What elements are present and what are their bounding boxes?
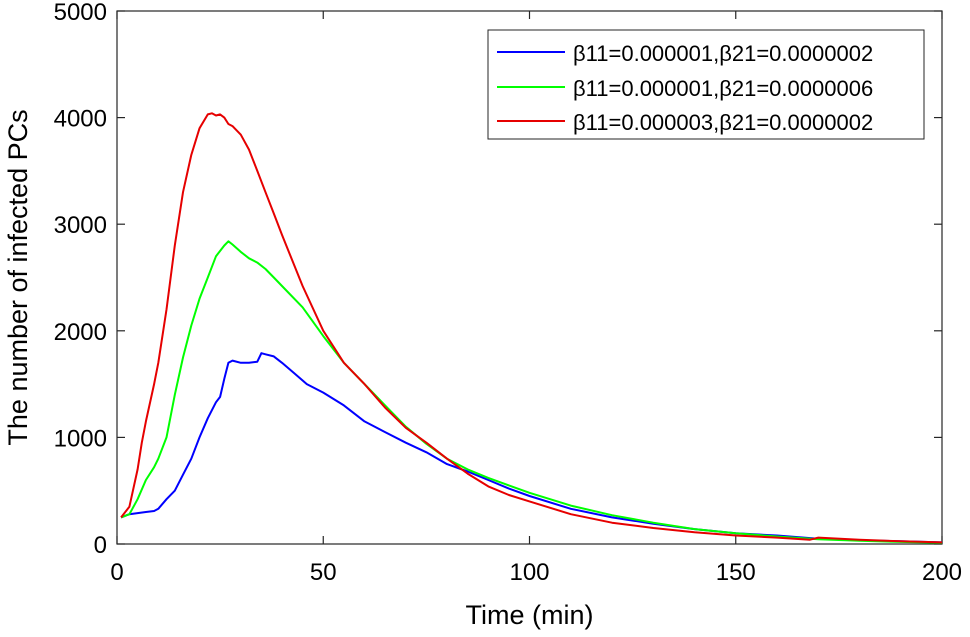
legend-entry-1: β11=0.000001,β21=0.0000002 [573,41,873,66]
x-tick-label: 150 [716,559,756,586]
y-tick-label: 0 [94,532,107,559]
y-axis-label: The number of infected PCs [3,109,33,445]
x-tick-label: 200 [922,559,962,586]
series-line-2 [120,240,943,544]
y-tick-label: 1000 [54,425,107,452]
series-lines [120,112,943,544]
x-tick-label: 0 [110,559,123,586]
x-tick-label: 50 [310,559,337,586]
y-tick-label: 2000 [54,319,107,346]
legend-entry-3: β11=0.000003,β21=0.0000002 [573,110,873,135]
y-axis-ticks: 0 1000 2000 3000 4000 5000 [54,0,942,559]
y-tick-label: 3000 [54,212,107,239]
series-line-3 [120,112,943,544]
y-tick-label: 4000 [54,106,107,133]
x-axis-ticks: 0 50 100 150 200 [110,11,962,586]
y-tick-label: 5000 [54,0,107,26]
x-axis-label: Time (min) [466,600,594,630]
x-tick-label: 100 [509,559,549,586]
series-line-1 [120,352,943,544]
legend: β11=0.000001,β21=0.0000002 β11=0.000001,… [487,29,925,140]
legend-entry-2: β11=0.000001,β21=0.0000006 [573,76,873,101]
